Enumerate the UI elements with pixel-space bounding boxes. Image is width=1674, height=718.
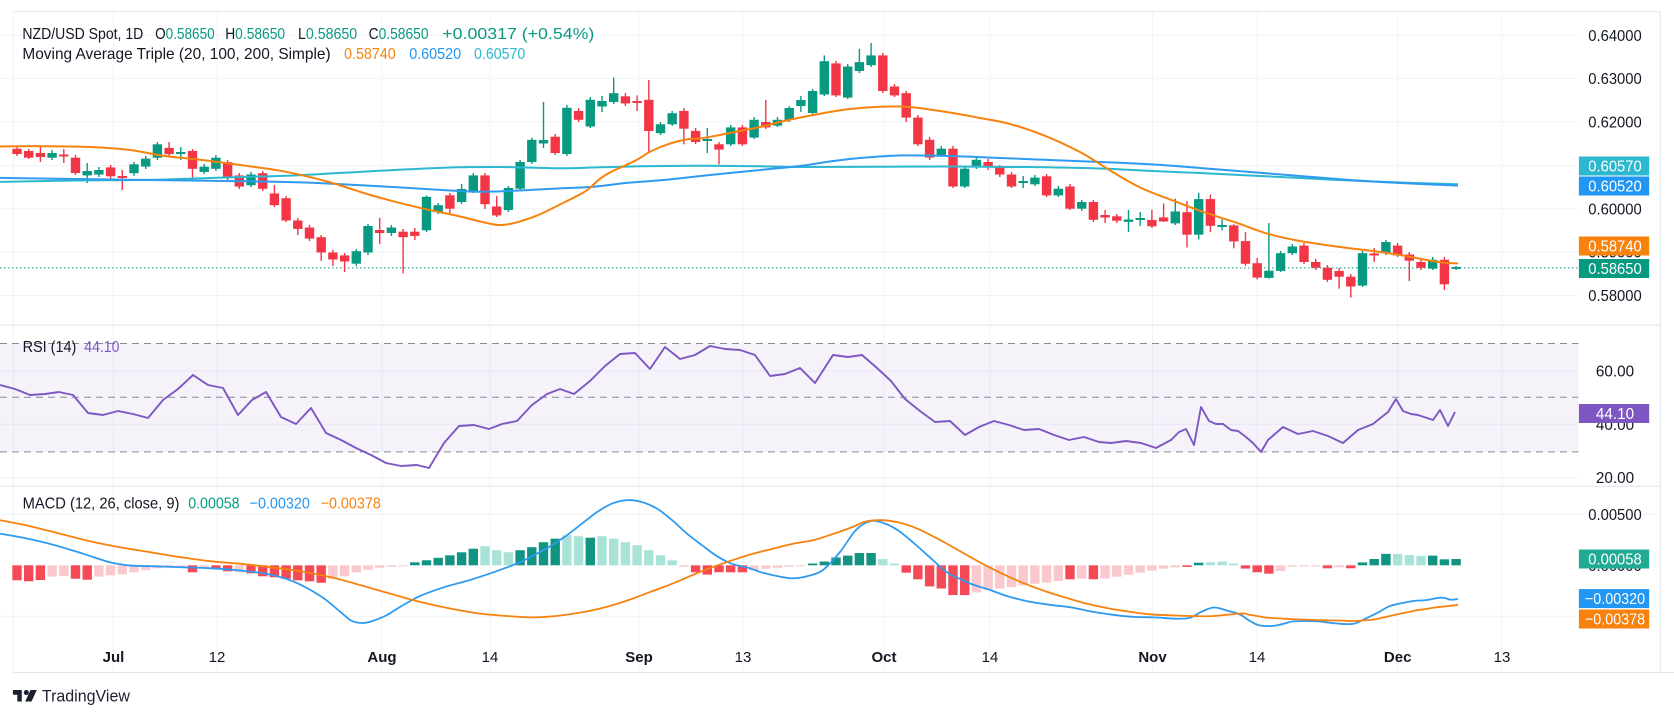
- svg-text:Jul: Jul: [103, 649, 125, 666]
- svg-text:14: 14: [482, 649, 499, 666]
- svg-text:−0.00320: −0.00320: [1585, 591, 1645, 608]
- svg-text:−0.00378: −0.00378: [321, 496, 381, 513]
- svg-text:−0.00378: −0.00378: [1585, 612, 1645, 629]
- svg-text:0.58000: 0.58000: [1588, 288, 1642, 305]
- svg-text:0.60570: 0.60570: [1588, 159, 1642, 176]
- svg-text:Sep: Sep: [625, 649, 653, 666]
- svg-text:NZD/USD Spot, 1D: NZD/USD Spot, 1D: [22, 26, 143, 43]
- svg-text:13: 13: [1494, 649, 1511, 666]
- svg-text:0.63000: 0.63000: [1588, 71, 1642, 88]
- svg-text:0.60570: 0.60570: [474, 46, 525, 63]
- svg-text:Nov: Nov: [1138, 649, 1167, 666]
- svg-text:14: 14: [1249, 649, 1266, 666]
- svg-text:12: 12: [209, 649, 226, 666]
- svg-text:+0.00317 (+0.54%): +0.00317 (+0.54%): [442, 26, 594, 43]
- svg-text:0.00058: 0.00058: [1588, 552, 1642, 569]
- svg-text:0.00058: 0.00058: [188, 496, 239, 513]
- svg-text:0.60520: 0.60520: [409, 46, 461, 63]
- svg-text:0.58740: 0.58740: [1588, 239, 1642, 256]
- svg-text:Moving Average Triple (20, 100: Moving Average Triple (20, 100, 200, Sim…: [22, 46, 330, 63]
- svg-text:0.62000: 0.62000: [1588, 114, 1642, 131]
- svg-text:0.60000: 0.60000: [1588, 201, 1642, 218]
- svg-text:44.10: 44.10: [1596, 406, 1634, 423]
- svg-text:O0.58650: O0.58650: [155, 26, 215, 43]
- svg-text:TradingView: TradingView: [42, 688, 130, 706]
- svg-text:C0.58650: C0.58650: [369, 26, 429, 43]
- svg-text:13: 13: [735, 649, 752, 666]
- svg-text:0.58740: 0.58740: [344, 46, 396, 63]
- svg-text:RSI (14): RSI (14): [23, 339, 77, 356]
- svg-text:Oct: Oct: [871, 649, 896, 666]
- svg-text:L0.58650: L0.58650: [298, 26, 357, 43]
- svg-text:−0.00320: −0.00320: [250, 496, 310, 513]
- svg-text:0.64000: 0.64000: [1588, 28, 1642, 45]
- svg-text:60.00: 60.00: [1596, 364, 1634, 381]
- svg-text:0.00500: 0.00500: [1588, 507, 1642, 524]
- svg-text:0.58650: 0.58650: [1588, 261, 1642, 278]
- svg-text:20.00: 20.00: [1596, 470, 1634, 487]
- svg-text:H0.58650: H0.58650: [225, 26, 285, 43]
- svg-text:Dec: Dec: [1384, 649, 1412, 666]
- svg-text:Aug: Aug: [367, 649, 396, 666]
- svg-text:MACD (12, 26, close, 9): MACD (12, 26, close, 9): [23, 496, 180, 513]
- svg-text:14: 14: [982, 649, 999, 666]
- svg-text:0.60520: 0.60520: [1588, 179, 1642, 196]
- svg-text:44.10: 44.10: [84, 339, 119, 356]
